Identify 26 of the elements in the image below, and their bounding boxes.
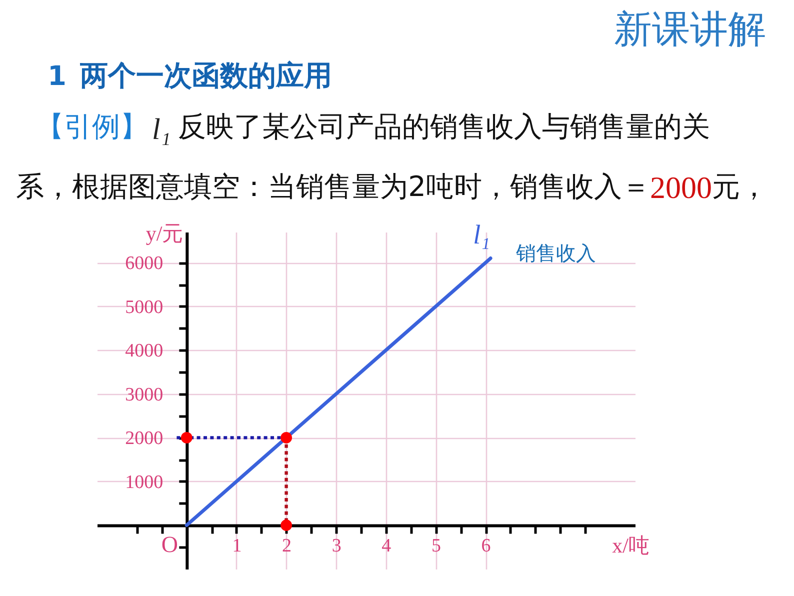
text: 1 [48, 61, 66, 92]
x-tick-label: 5 [431, 536, 441, 557]
y-tick-label: 3000 [125, 384, 164, 406]
x-tick-label: 3 [332, 536, 342, 557]
text: 2000 [650, 170, 712, 205]
x-axis-title: x/吨 [612, 534, 650, 558]
y-tick-label: 2000 [125, 428, 164, 450]
text: 反映了某公司产品的销售收入与销售量的关 [178, 110, 710, 143]
text: 系，根据图意填空：当销售量为2吨时，销售收入＝ [16, 170, 650, 203]
chart-title: 两个一次函数的应用 [79, 59, 332, 92]
text: l₁ [152, 113, 171, 146]
x-tick-label: 4 [382, 536, 392, 557]
text: 元， [712, 170, 768, 203]
text: 【引例】 [36, 110, 148, 143]
annotation: 销售收入 [515, 241, 596, 265]
y-axis-title: y/元 [146, 222, 184, 246]
y-tick-label: 6000 [125, 253, 164, 274]
y-tick-label: 5000 [125, 296, 164, 318]
series-label: l₁ [473, 219, 490, 250]
annotation: O [161, 532, 178, 558]
y-tick-label: 1000 [125, 472, 164, 493]
x-tick-label: 2 [282, 536, 292, 557]
x-tick-label: 1 [232, 536, 242, 557]
y-tick-label: 4000 [125, 340, 164, 362]
x-tick-label: 6 [481, 536, 491, 557]
text: 新课讲解 [614, 7, 766, 51]
